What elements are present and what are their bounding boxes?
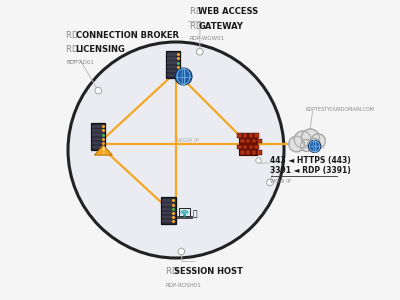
FancyBboxPatch shape	[257, 139, 262, 143]
Text: !: !	[102, 147, 105, 156]
Text: RD: RD	[166, 267, 180, 276]
FancyBboxPatch shape	[162, 203, 175, 206]
Circle shape	[309, 140, 321, 152]
FancyBboxPatch shape	[92, 134, 104, 136]
Text: GATEWAY: GATEWAY	[198, 22, 243, 31]
Text: RD: RD	[190, 8, 204, 16]
FancyBboxPatch shape	[91, 123, 105, 150]
Circle shape	[95, 87, 102, 94]
FancyBboxPatch shape	[161, 197, 176, 224]
Text: 443 ◄ HTTPS (443): 443 ◄ HTTPS (443)	[270, 156, 351, 165]
Text: CONNECTION BROKER: CONNECTION BROKER	[76, 31, 178, 40]
FancyBboxPatch shape	[167, 70, 179, 72]
FancyBboxPatch shape	[246, 150, 250, 155]
FancyBboxPatch shape	[243, 145, 247, 149]
FancyBboxPatch shape	[92, 146, 104, 148]
FancyBboxPatch shape	[179, 208, 190, 216]
Circle shape	[196, 48, 203, 55]
Polygon shape	[94, 145, 112, 155]
FancyBboxPatch shape	[240, 150, 244, 155]
FancyBboxPatch shape	[240, 139, 244, 143]
FancyBboxPatch shape	[92, 125, 104, 128]
Text: RD: RD	[66, 45, 82, 54]
Circle shape	[294, 131, 311, 148]
Circle shape	[68, 42, 284, 258]
FancyBboxPatch shape	[254, 145, 259, 149]
FancyBboxPatch shape	[162, 212, 175, 214]
Text: WEB ACCESS: WEB ACCESS	[198, 8, 259, 16]
Circle shape	[178, 248, 185, 255]
Text: 🔑: 🔑	[192, 209, 197, 218]
FancyBboxPatch shape	[248, 145, 253, 149]
FancyBboxPatch shape	[167, 66, 179, 68]
Circle shape	[256, 158, 261, 163]
FancyBboxPatch shape	[162, 220, 175, 222]
FancyBboxPatch shape	[92, 138, 104, 140]
FancyBboxPatch shape	[177, 216, 192, 218]
Circle shape	[267, 179, 273, 186]
FancyBboxPatch shape	[248, 133, 253, 138]
Circle shape	[307, 138, 321, 152]
Circle shape	[289, 136, 304, 152]
FancyBboxPatch shape	[290, 140, 326, 148]
Text: LICENSING: LICENSING	[76, 45, 125, 54]
Circle shape	[311, 134, 326, 148]
FancyBboxPatch shape	[162, 216, 175, 218]
FancyBboxPatch shape	[257, 150, 262, 155]
Text: RDP-WGW01: RDP-WGW01	[190, 37, 225, 41]
Text: 3391 ◄ RDP (3391): 3391 ◄ RDP (3391)	[270, 167, 351, 176]
Text: RDP-RDSH01: RDP-RDSH01	[166, 284, 201, 288]
FancyBboxPatch shape	[162, 208, 175, 210]
FancyBboxPatch shape	[254, 133, 259, 138]
Circle shape	[302, 129, 319, 147]
Text: RD: RD	[66, 31, 82, 40]
FancyBboxPatch shape	[252, 150, 256, 155]
FancyBboxPatch shape	[92, 142, 104, 144]
FancyBboxPatch shape	[167, 74, 179, 76]
FancyBboxPatch shape	[166, 51, 180, 78]
FancyBboxPatch shape	[239, 133, 257, 155]
FancyBboxPatch shape	[246, 139, 250, 143]
Text: SESSION HOST: SESSION HOST	[174, 267, 243, 276]
Circle shape	[175, 68, 192, 85]
Circle shape	[300, 140, 312, 152]
FancyBboxPatch shape	[237, 133, 242, 138]
Text: WGW IP: WGW IP	[177, 139, 199, 143]
FancyBboxPatch shape	[162, 199, 175, 202]
FancyBboxPatch shape	[167, 61, 179, 64]
Text: WGW IP: WGW IP	[270, 179, 291, 184]
FancyBboxPatch shape	[252, 139, 256, 143]
Text: RDPTESTYOURDOMAIN.COM: RDPTESTYOURDOMAIN.COM	[305, 107, 374, 112]
FancyBboxPatch shape	[167, 53, 179, 56]
FancyBboxPatch shape	[92, 129, 104, 132]
FancyBboxPatch shape	[243, 133, 247, 138]
FancyBboxPatch shape	[237, 145, 242, 149]
FancyBboxPatch shape	[167, 57, 179, 60]
Text: RDP-AD01: RDP-AD01	[66, 61, 94, 65]
Text: RD: RD	[190, 22, 204, 31]
